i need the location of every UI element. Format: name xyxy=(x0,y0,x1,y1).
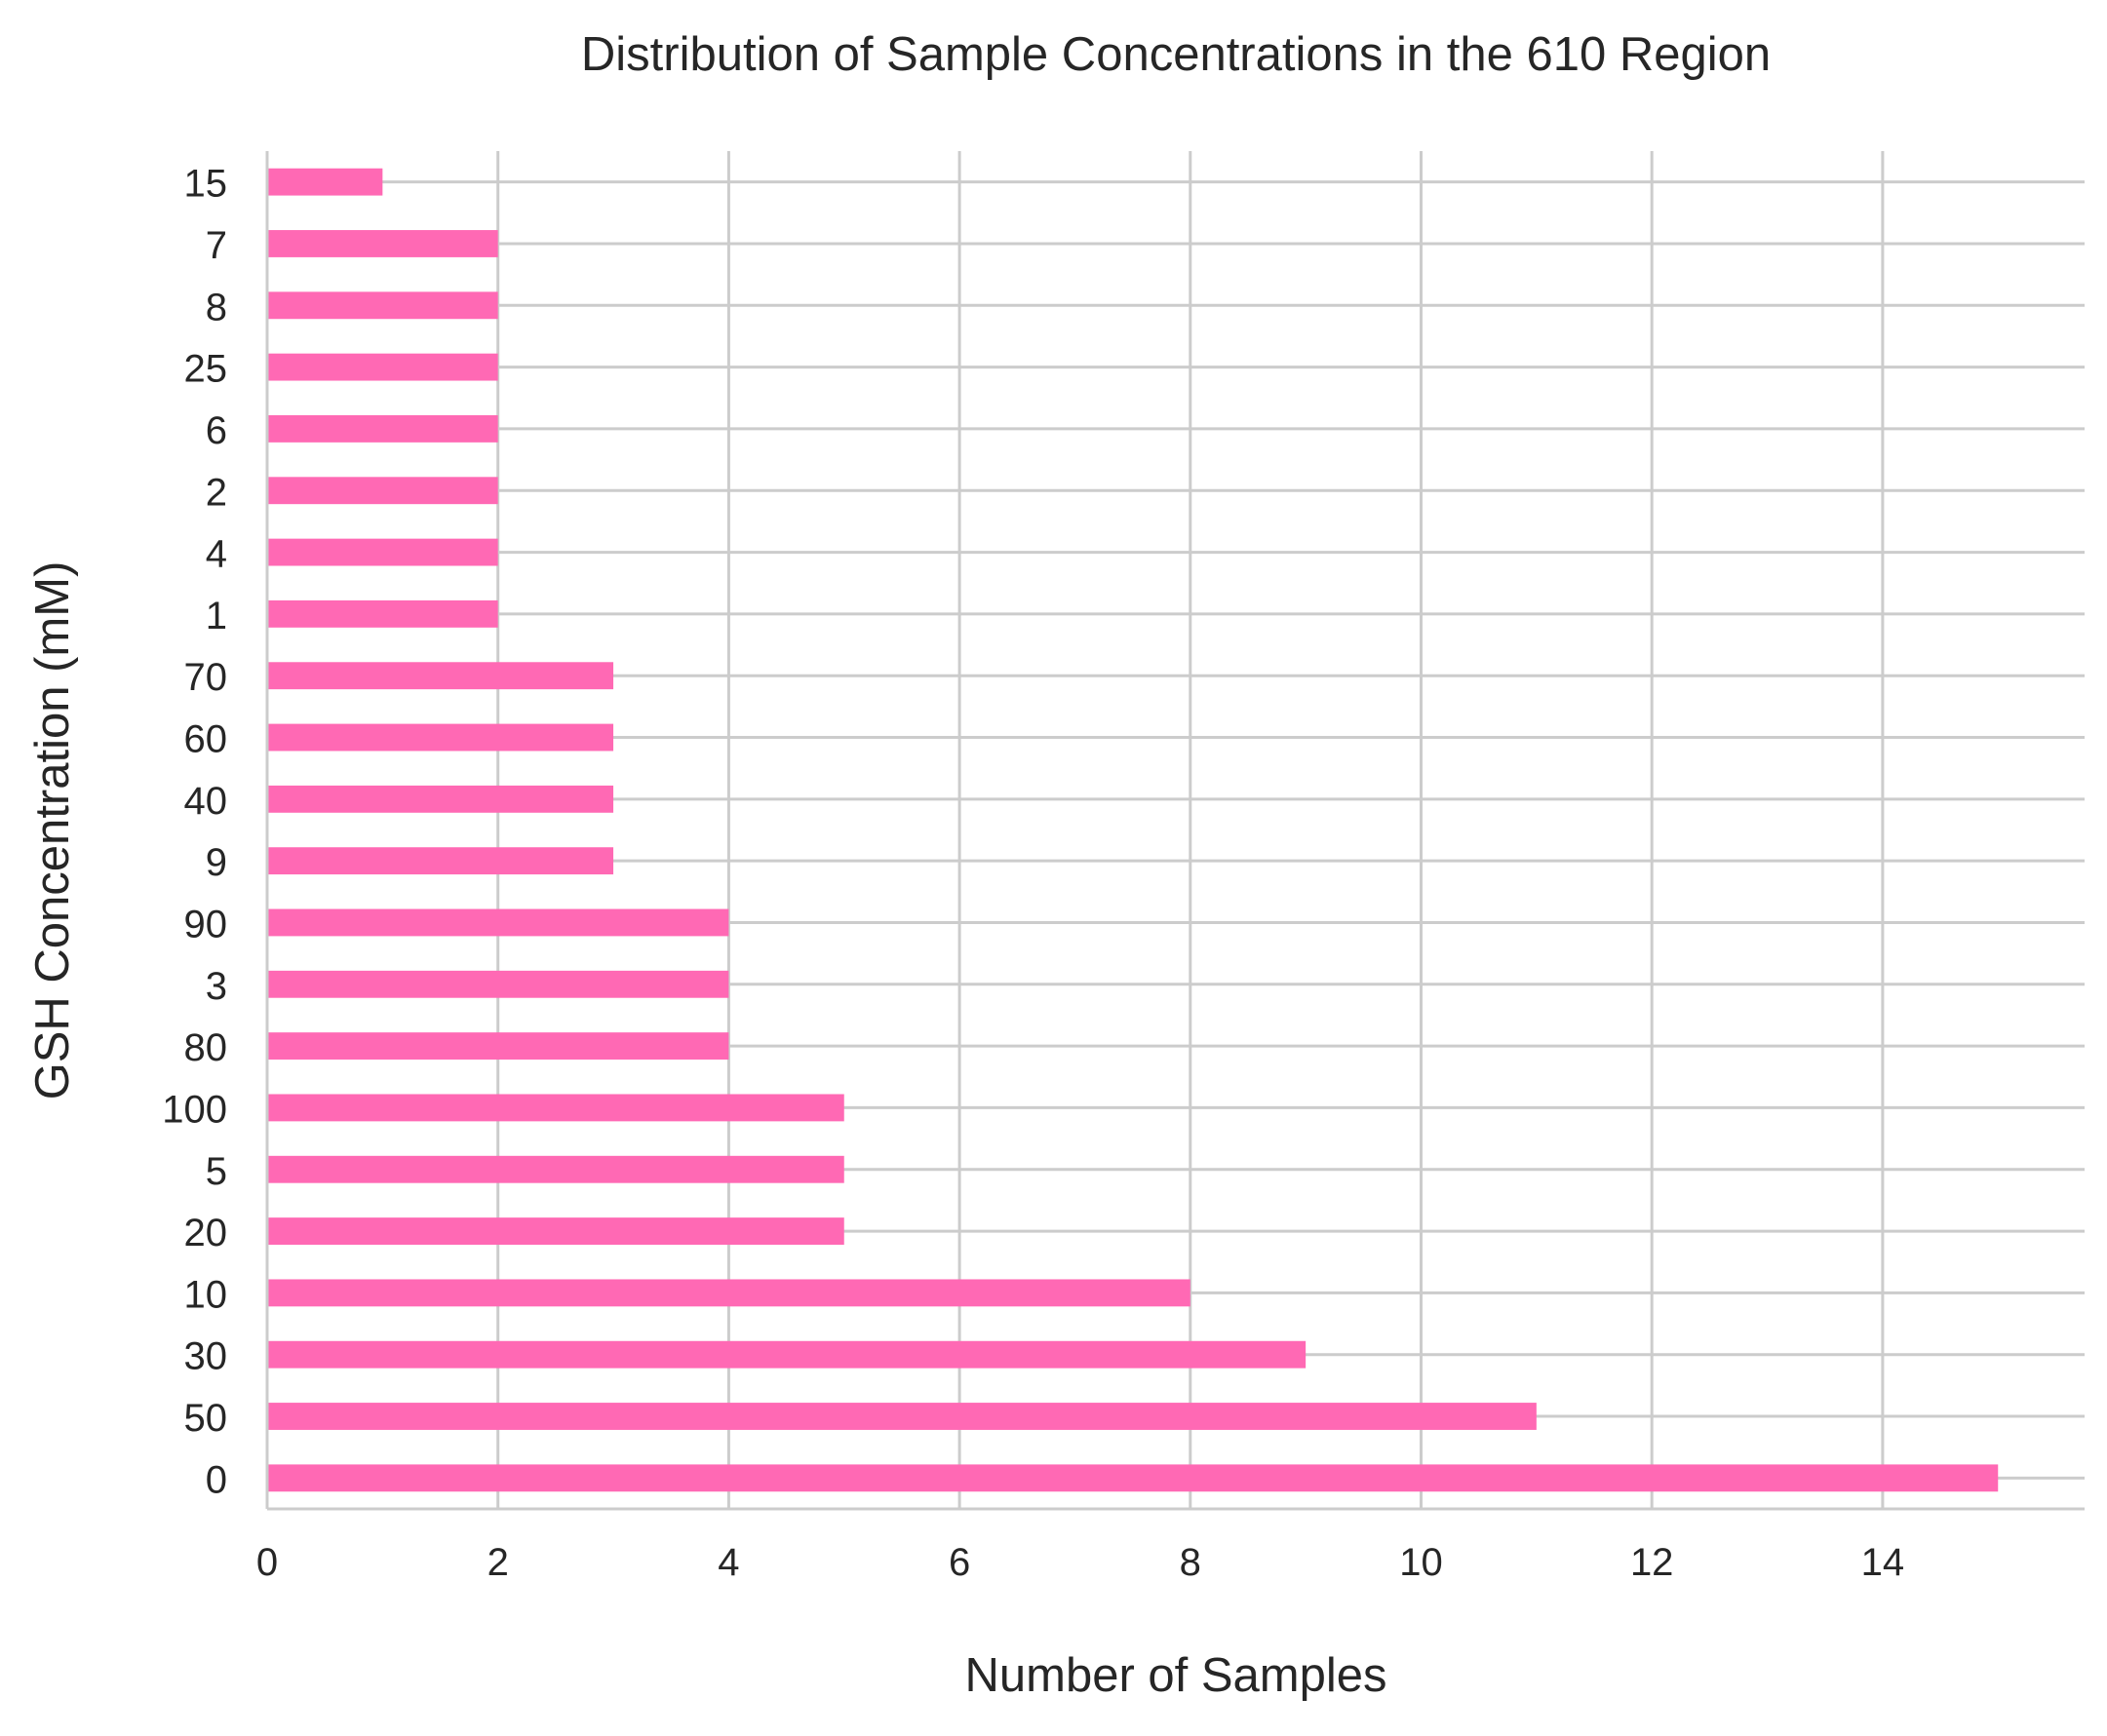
bar xyxy=(267,1217,844,1245)
bar xyxy=(267,477,498,505)
bar xyxy=(267,908,729,937)
y-tick-label: 5 xyxy=(206,1150,227,1193)
x-tick-label: 4 xyxy=(718,1541,739,1584)
y-tick-label: 90 xyxy=(184,903,228,945)
bar xyxy=(267,1094,844,1122)
y-tick-label: 1 xyxy=(206,595,227,637)
bars xyxy=(267,168,1999,1492)
y-tick-label: 9 xyxy=(206,841,227,884)
y-tick-label: 4 xyxy=(206,533,227,576)
bar xyxy=(267,1279,1190,1307)
x-tick-label: 6 xyxy=(949,1541,970,1584)
bar xyxy=(267,230,498,257)
y-tick-label: 60 xyxy=(184,718,228,761)
bar xyxy=(267,785,614,813)
bar xyxy=(267,723,614,752)
y-tick-label: 7 xyxy=(206,224,227,267)
x-tick-label: 12 xyxy=(1630,1541,1674,1584)
y-tick-label: 6 xyxy=(206,409,227,452)
bar xyxy=(267,599,498,628)
y-tick-label: 10 xyxy=(184,1273,228,1316)
y-tick-label: 8 xyxy=(206,286,227,328)
y-tick-label: 40 xyxy=(184,780,228,823)
y-axis-label: GSH Concentration (mM) xyxy=(26,561,79,1100)
y-tick-label: 3 xyxy=(206,965,227,1008)
bar xyxy=(267,291,498,320)
bar xyxy=(267,1155,844,1183)
bar xyxy=(267,847,614,875)
x-tick-label: 14 xyxy=(1861,1541,1905,1584)
bar xyxy=(267,662,614,690)
y-tick-label: 50 xyxy=(184,1397,228,1440)
bar xyxy=(267,415,498,443)
y-tick-label: 30 xyxy=(184,1335,228,1378)
y-tick-label: 25 xyxy=(184,348,228,391)
y-tick-label: 80 xyxy=(184,1026,228,1069)
bar xyxy=(267,1340,1307,1369)
bar xyxy=(267,1032,729,1061)
bar xyxy=(267,970,729,998)
x-tick-label: 0 xyxy=(256,1541,278,1584)
x-tick-label: 10 xyxy=(1399,1541,1443,1584)
y-tick-label: 100 xyxy=(162,1088,227,1131)
x-axis-label: Number of Samples xyxy=(964,1649,1386,1702)
y-tick-label: 0 xyxy=(206,1458,227,1501)
axes xyxy=(265,151,2085,1511)
y-tick-labels: 0 50 30 10 20 5 100 80 3 90 9 40 60 70 1 4 2 6 25 8 7 15 xyxy=(162,163,227,1502)
x-tick-label: 8 xyxy=(1180,1541,1201,1584)
bar xyxy=(267,1403,1537,1430)
x-tick-labels: 0 2 4 6 8 10 12 14 xyxy=(256,1541,1904,1584)
y-tick-label: 15 xyxy=(184,163,228,206)
y-tick-label: 70 xyxy=(184,656,228,699)
x-tick-label: 2 xyxy=(488,1541,509,1584)
chart-title: Distribution of Sample Concentrations in… xyxy=(581,28,1771,81)
bar xyxy=(267,1464,1999,1492)
y-tick-label: 2 xyxy=(206,471,227,514)
y-tick-label: 20 xyxy=(184,1212,228,1254)
bar xyxy=(267,168,383,196)
bar xyxy=(267,538,498,566)
bar xyxy=(267,353,498,381)
